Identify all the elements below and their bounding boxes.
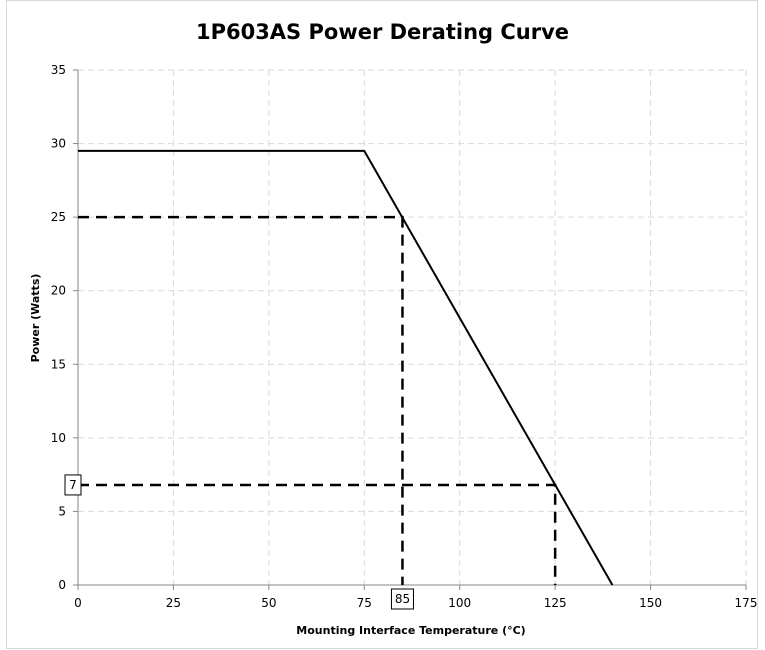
y-tick-label: 25 — [51, 210, 66, 224]
tick-labels: 0 5 10 15 20 25 30 35 0 25 50 75 100 125 150 175 — [51, 63, 758, 610]
chart-frame — [6, 0, 758, 649]
y-tick-label: 35 — [51, 63, 66, 77]
y-tick-label: 20 — [51, 284, 66, 298]
x-tick-label: 125 — [544, 596, 567, 610]
reference-line — [78, 215, 404, 585]
x-tick-label: 50 — [261, 596, 276, 610]
x-tick-label: 100 — [448, 596, 471, 610]
y-tick-label: 0 — [58, 578, 66, 592]
y-tick-label: 10 — [51, 431, 66, 445]
callout-label: 7 — [69, 478, 77, 492]
x-tick-label: 150 — [639, 596, 662, 610]
derating-curve-line — [78, 149, 614, 586]
reference-line — [78, 483, 557, 585]
callout-box — [64, 474, 82, 496]
series-layer — [78, 149, 614, 586]
y-axis-title: Power (Watts) — [29, 274, 42, 363]
x-tick-label: 0 — [74, 596, 82, 610]
axis-layer — [73, 69, 747, 590]
annotations: 85 7 — [64, 474, 414, 610]
x-tick-label: 75 — [357, 596, 372, 610]
grid-layer — [78, 69, 747, 585]
callout-box — [390, 588, 414, 610]
y-tick-label: 15 — [51, 357, 66, 371]
x-axis-title: Mounting Interface Temperature (°C) — [296, 624, 525, 637]
callout-label: 85 — [395, 592, 410, 606]
x-tick-label: 175 — [735, 596, 758, 610]
chart-title: 1P603AS Power Derating Curve — [195, 20, 570, 44]
x-tick-label: 25 — [166, 596, 181, 610]
y-tick-label: 5 — [58, 504, 66, 518]
reference-lines — [78, 215, 557, 585]
y-tick-label: 30 — [51, 137, 66, 151]
